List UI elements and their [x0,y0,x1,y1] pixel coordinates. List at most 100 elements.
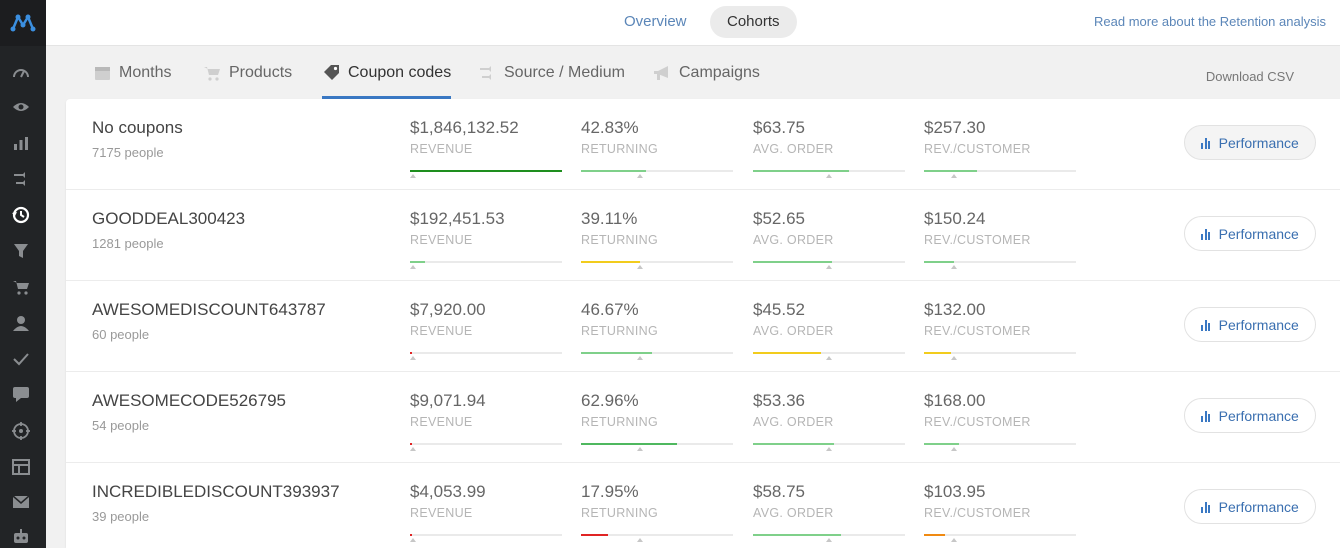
metric-avg-order: $53.36 AVG. ORDER [753,391,905,451]
cart-icon[interactable] [11,277,31,297]
metric-bar-fill [924,352,951,354]
metric-value: 39.11% [581,209,638,228]
average-marker-icon [951,265,957,269]
metric-bar-track [410,352,562,354]
crosshair-icon[interactable] [11,421,31,441]
metric-rev-per-customer: $132.00 REV./CUSTOMER [924,300,1076,360]
metric-bar-fill [924,261,954,263]
coupon-cohort-table: No coupons 7175 people $1,846,132.52 REVENU… [66,99,1340,548]
performance-label: Performance [1218,225,1299,242]
bar-chart-icon [1201,410,1212,422]
gauge-icon[interactable] [11,62,31,82]
subtab-label: Months [119,63,172,81]
people-count: 60 people [92,327,150,342]
metric-avg-order: $45.52 AVG. ORDER [753,300,905,360]
layout-icon[interactable] [11,457,31,477]
subtab-label: Products [229,63,293,81]
mail-icon[interactable] [11,492,31,512]
metric-label: AVG. ORDER [753,415,834,429]
average-marker-icon [951,356,957,360]
comment-icon[interactable] [11,384,31,404]
subtab-label: Coupon codes [348,63,452,81]
metric-label: RETURNING [581,506,659,520]
metric-label: REVENUE [410,324,473,338]
sidebar [0,0,46,548]
metric-value: 46.67% [581,300,639,319]
metric-bar-fill [410,261,425,263]
metric-revenue: $9,071.94 REVENUE [410,391,562,451]
metric-label: REVENUE [410,506,473,520]
metric-bar-track [753,352,905,354]
subtab-months[interactable]: Months [93,46,171,99]
check-icon[interactable] [11,349,31,369]
performance-label: Performance [1218,316,1299,333]
metric-label: REVENUE [410,415,473,429]
coupon-name: AWESOMEDISCOUNT643787 [92,300,326,319]
metric-returning: 62.96% RETURNING [581,391,733,451]
robot-icon[interactable] [11,526,31,546]
metric-label: RETURNING [581,415,659,429]
subtab-source-medium[interactable]: Source / Medium [478,46,625,99]
bar-chart-icon [1201,137,1212,149]
average-marker-icon [637,538,643,542]
metric-bar-fill [753,443,834,445]
performance-button[interactable]: Performance [1184,398,1316,433]
table-row: GOODDEAL300423 1281 people $192,451.53 REVE… [66,190,1340,281]
bar-chart-icon [1201,228,1212,240]
performance-button[interactable]: Performance [1184,125,1316,160]
download-csv-link[interactable]: Download CSV [1205,69,1294,84]
read-more-link[interactable]: Read more about the Retention analysis [1094,14,1326,29]
user-icon[interactable] [11,313,31,333]
metric-bar-track [581,170,733,172]
metric-value: $132.00 [924,300,986,319]
tab-overview[interactable]: Overview [624,13,687,30]
average-marker-icon [637,356,643,360]
metric-returning: 46.67% RETURNING [581,300,733,360]
subtab-products[interactable]: Products [203,46,292,99]
metric-bar-fill [410,443,412,445]
metric-label: AVG. ORDER [753,233,834,247]
subtab-coupon-codes[interactable]: Coupon codes [322,46,452,99]
history-icon[interactable] [11,205,31,225]
performance-button[interactable]: Performance [1184,307,1316,342]
metric-avg-order: $58.75 AVG. ORDER [753,482,905,542]
subtab-campaigns[interactable]: Campaigns [653,46,760,99]
metric-bar-track [924,534,1076,536]
subtab-label: Campaigns [679,63,760,81]
bar-chart-icon [1201,501,1212,513]
performance-button[interactable]: Performance [1184,489,1316,524]
average-marker-icon [826,356,832,360]
metric-returning: 17.95% RETURNING [581,482,733,542]
bar-chart-icon[interactable] [11,133,31,153]
people-count: 39 people [92,509,150,524]
tab-cohorts[interactable]: Cohorts [710,6,797,38]
table-row: AWESOMECODE526795 54 people $9,071.94 REVEN… [66,372,1340,463]
performance-label: Performance [1218,407,1299,424]
metric-bar-track [924,170,1076,172]
average-marker-icon [410,174,416,178]
performance-button[interactable]: Performance [1184,216,1316,251]
metric-value: $63.75 [753,118,805,137]
table-row: INCREDIBLEDISCOUNT393937 39 people $4,053.… [66,463,1340,548]
metric-label: AVG. ORDER [753,506,834,520]
metric-label: AVG. ORDER [753,324,834,338]
metric-bar-track [581,352,733,354]
metric-value: $168.00 [924,391,986,410]
metric-revenue: $7,920.00 REVENUE [410,300,562,360]
metric-value: 42.83% [581,118,639,137]
metric-bar-fill [753,534,841,536]
metric-label: REV./CUSTOMER [924,506,1031,520]
funnel-icon[interactable] [11,241,31,261]
metric-label: RETURNING [581,233,659,247]
performance-label: Performance [1218,498,1299,515]
shuffle-icon[interactable] [11,169,31,189]
average-marker-icon [951,174,957,178]
logo-icon [10,14,36,32]
metric-bar-fill [581,443,677,445]
people-count: 1281 people [92,236,164,251]
shuffle-icon [478,64,496,82]
metric-label: REV./CUSTOMER [924,142,1031,156]
app-logo[interactable] [0,0,46,46]
eye-icon[interactable] [11,97,31,117]
metric-revenue: $1,846,132.52 REVENUE [410,118,562,178]
